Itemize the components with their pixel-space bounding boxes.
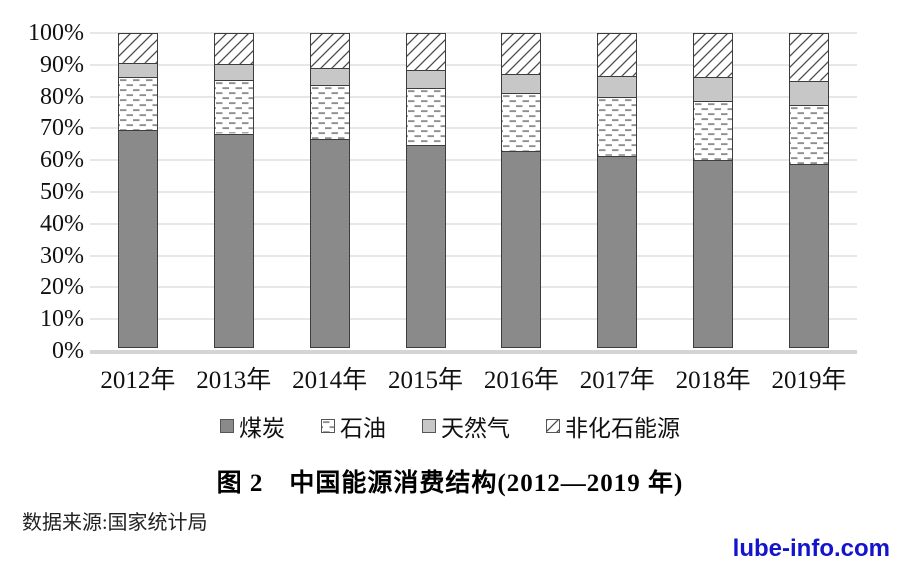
bar-segment-煤炭 bbox=[117, 130, 158, 348]
bar-segment-非化石能源 bbox=[789, 33, 830, 82]
gridline-90% bbox=[90, 63, 857, 66]
y-axis-tick-label: 80% bbox=[40, 83, 84, 110]
bar-segment-石油 bbox=[405, 87, 446, 147]
bar-segment-天然气 bbox=[501, 74, 542, 94]
bar-segment-非化石能源 bbox=[213, 33, 254, 66]
bar-2018年 bbox=[693, 33, 734, 351]
x-axis-label: 2012年 bbox=[100, 367, 176, 394]
bar-segment-天然气 bbox=[789, 80, 830, 107]
bar-segment-非化石能源 bbox=[693, 33, 734, 79]
bar-segment-石油 bbox=[501, 92, 542, 152]
gridline-0% bbox=[90, 350, 857, 354]
y-axis-tick-label: 70% bbox=[40, 115, 84, 142]
legend-swatch-diagonal-hatch bbox=[546, 419, 560, 433]
y-axis-tick-label: 10% bbox=[40, 306, 84, 333]
y-axis-tick-label: 40% bbox=[40, 210, 84, 237]
y-axis-tick-label: 100% bbox=[28, 20, 84, 46]
bar-2017年 bbox=[597, 33, 638, 351]
legend-label: 石油 bbox=[340, 416, 386, 441]
bar-segment-煤炭 bbox=[693, 160, 734, 348]
legend-label: 煤炭 bbox=[239, 416, 285, 441]
bar-segment-煤炭 bbox=[597, 155, 638, 348]
bar-segment-非化石能源 bbox=[405, 33, 446, 72]
x-axis-label: 2017年 bbox=[579, 367, 655, 394]
legend-label: 非化石能源 bbox=[565, 416, 680, 441]
bar-segment-非化石能源 bbox=[309, 33, 350, 69]
legend-item-天然气: 天然气 bbox=[422, 409, 510, 443]
x-axis-label: 2019年 bbox=[771, 367, 847, 394]
gridline-50% bbox=[90, 191, 857, 193]
y-axis-tick-label: 20% bbox=[40, 274, 84, 301]
x-axis-label: 2015年 bbox=[388, 367, 464, 394]
gridline-10% bbox=[90, 318, 857, 321]
x-axis-label: 2016年 bbox=[483, 367, 559, 394]
bar-segment-煤炭 bbox=[501, 150, 542, 348]
legend-swatch-solid-light bbox=[422, 419, 436, 433]
stacked-bar-chart: 0% 10% 20% 30% 40% 50% 60% 70% 80% 90% 100% 2012年 2… bbox=[28, 20, 857, 394]
bar-2014年 bbox=[309, 33, 350, 351]
bar-segment-煤炭 bbox=[309, 139, 350, 348]
bar-segment-石油 bbox=[693, 101, 734, 162]
x-axis-label: 2014年 bbox=[292, 367, 368, 394]
gridline-80% bbox=[90, 95, 857, 98]
bar-segment-煤炭 bbox=[405, 145, 446, 348]
chart-title: 图 2 中国能源消费结构(2012—2019 年) bbox=[216, 470, 684, 497]
bar-2015年 bbox=[405, 33, 446, 351]
y-axis-tick-label: 90% bbox=[40, 51, 84, 78]
bar-segment-石油 bbox=[117, 77, 158, 132]
y-axis-tick-label: 50% bbox=[40, 179, 84, 205]
bar-segment-非化石能源 bbox=[597, 33, 638, 77]
bar-segment-非化石能源 bbox=[117, 33, 158, 64]
bar-2016年 bbox=[501, 33, 542, 351]
bar-segment-煤炭 bbox=[789, 164, 830, 348]
bar-segment-天然气 bbox=[117, 62, 158, 79]
gridline-30% bbox=[90, 254, 857, 257]
legend-item-非化石能源: 非化石能源 bbox=[546, 409, 680, 443]
gridline-60% bbox=[90, 159, 857, 162]
data-source-note: 数据来源:国家统计局 bbox=[22, 512, 208, 534]
x-axis-label: 2018年 bbox=[675, 367, 751, 394]
gridline-20% bbox=[90, 286, 857, 289]
legend-item-煤炭: 煤炭 bbox=[220, 409, 285, 443]
bar-segment-天然气 bbox=[597, 75, 638, 99]
bar-segment-天然气 bbox=[213, 64, 254, 82]
legend-item-石油: 石油 bbox=[321, 409, 386, 443]
bar-segment-石油 bbox=[309, 85, 350, 141]
bar-segment-天然气 bbox=[405, 70, 446, 89]
bar-segment-石油 bbox=[213, 80, 254, 135]
legend-swatch-dash-pattern bbox=[321, 419, 335, 433]
bar-segment-石油 bbox=[597, 97, 638, 157]
y-axis-tick-label: 0% bbox=[52, 338, 84, 364]
legend-label: 天然气 bbox=[441, 416, 510, 441]
y-axis-tick-label: 30% bbox=[40, 242, 84, 269]
bar-2012年 bbox=[117, 33, 158, 351]
bar-segment-煤炭 bbox=[213, 133, 254, 348]
gridline-100% bbox=[90, 32, 857, 34]
bar-segment-天然气 bbox=[693, 77, 734, 103]
chart-legend: 煤炭 石油 天然气 非化石能源 bbox=[0, 409, 900, 443]
legend-swatch-solid-dark bbox=[220, 419, 234, 433]
bar-2013年 bbox=[213, 33, 254, 351]
gridline-40% bbox=[90, 222, 857, 225]
bar-segment-天然气 bbox=[309, 67, 350, 87]
bar-2019年 bbox=[789, 33, 830, 351]
y-axis-tick-label: 60% bbox=[40, 147, 84, 174]
x-axis-label: 2013年 bbox=[196, 367, 272, 394]
watermark-text: lube-info.com bbox=[732, 535, 890, 562]
gridline-70% bbox=[90, 127, 857, 130]
bar-segment-石油 bbox=[789, 105, 830, 166]
bar-segment-非化石能源 bbox=[501, 33, 542, 76]
